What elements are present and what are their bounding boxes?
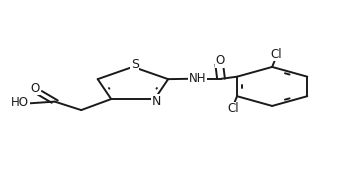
Text: N: N bbox=[152, 95, 161, 108]
Text: HO: HO bbox=[11, 96, 29, 109]
Text: S: S bbox=[131, 58, 139, 71]
Text: Cl: Cl bbox=[270, 48, 282, 61]
Text: O: O bbox=[31, 82, 40, 95]
Text: Cl: Cl bbox=[227, 102, 239, 115]
Text: NH: NH bbox=[189, 72, 206, 85]
Text: O: O bbox=[215, 54, 224, 67]
